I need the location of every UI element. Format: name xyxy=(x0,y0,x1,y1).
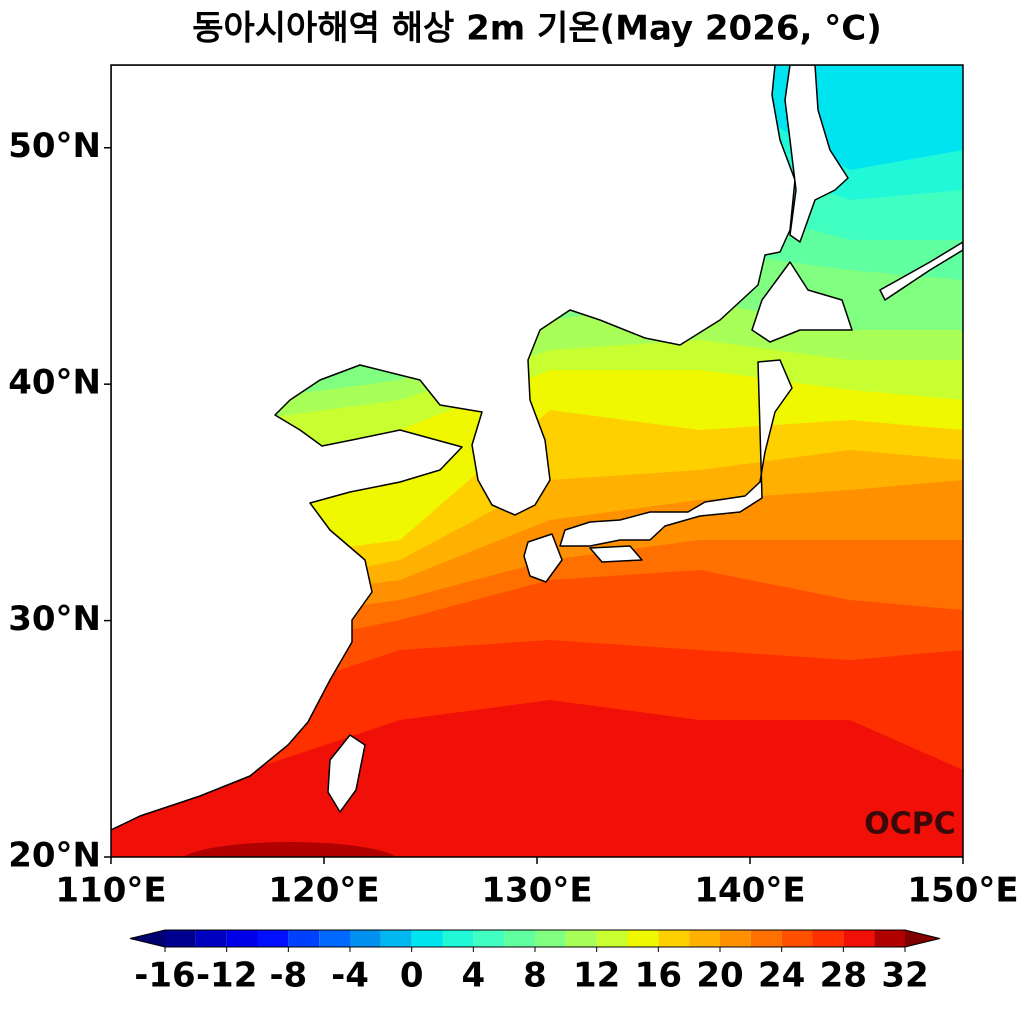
colorbar-segment xyxy=(226,930,258,947)
colorbar-segment xyxy=(750,930,782,947)
colorbar-segment xyxy=(442,930,474,947)
colorbar-segment xyxy=(319,930,350,947)
x-tick-label: 150°E xyxy=(907,871,1018,911)
y-tick-label: 40°N xyxy=(8,363,101,403)
colorbar-tick-label: 28 xyxy=(820,956,867,996)
kyushu xyxy=(523,533,563,583)
x-tick-label: 110°E xyxy=(55,871,166,911)
colorbar-segment xyxy=(288,930,320,947)
honshu xyxy=(559,359,793,547)
colorbar-segment xyxy=(843,930,875,947)
x-tick-label: 140°E xyxy=(694,871,805,911)
shikoku xyxy=(589,545,643,563)
colorbar-extend-low xyxy=(130,930,165,947)
colorbar-segment xyxy=(658,930,690,947)
x-tick-label: 120°E xyxy=(268,871,379,911)
colorbar-tick-label: 32 xyxy=(881,956,928,996)
taiwan xyxy=(327,734,366,813)
sakhalin xyxy=(784,65,849,243)
hainan-coast xyxy=(879,241,963,301)
colorbar-tick-label: -16 xyxy=(134,956,195,996)
mainland xyxy=(111,65,796,831)
colorbar-tick-label: 8 xyxy=(523,956,547,996)
colorbar-tick-label: 4 xyxy=(461,956,485,996)
colorbar-segment xyxy=(350,930,381,947)
land xyxy=(111,65,963,831)
colorbar-segment xyxy=(720,930,751,947)
colorbar-segment xyxy=(257,930,289,947)
colorbar-tick-label: 16 xyxy=(635,956,682,996)
x-tick-label: 130°E xyxy=(481,871,592,911)
y-tick-label: 20°N xyxy=(8,836,101,876)
band xyxy=(183,842,397,857)
colorbar-tick-label: 24 xyxy=(758,956,805,996)
colorbar-segment xyxy=(689,930,720,947)
colorbar-tick-label: 12 xyxy=(573,956,620,996)
colorbar-segment xyxy=(411,930,443,947)
colorbar-segment xyxy=(781,930,813,947)
colorbar-segment xyxy=(596,930,628,947)
hokkaido xyxy=(751,261,853,343)
colorbar-segment xyxy=(473,930,505,947)
colorbar-extend-high xyxy=(905,930,940,947)
colorbar-tick-label: -8 xyxy=(269,956,307,996)
y-tick-label: 30°N xyxy=(8,599,101,639)
y-tick-label: 50°N xyxy=(8,126,101,166)
colorbar-tick-label: 0 xyxy=(400,956,424,996)
colorbar-tick-label: 20 xyxy=(696,956,743,996)
colorbar-segment xyxy=(504,930,535,947)
colorbar-segment xyxy=(535,930,566,947)
colorbar-segment xyxy=(380,930,412,947)
colorbar-segment xyxy=(195,930,227,947)
colorbar-segment xyxy=(165,930,196,947)
title: 동아시아해역 해상 2m 기온(May 2026, °C) xyxy=(192,9,882,49)
colorbar-segment xyxy=(565,930,597,947)
colorbar-tick-label: -12 xyxy=(196,956,257,996)
credit: OCPC xyxy=(864,807,956,842)
colorbar-segment xyxy=(874,930,905,947)
colorbar-tick-label: -4 xyxy=(331,956,369,996)
colorbar-segment xyxy=(627,930,659,947)
colorbar-segment xyxy=(812,930,844,947)
